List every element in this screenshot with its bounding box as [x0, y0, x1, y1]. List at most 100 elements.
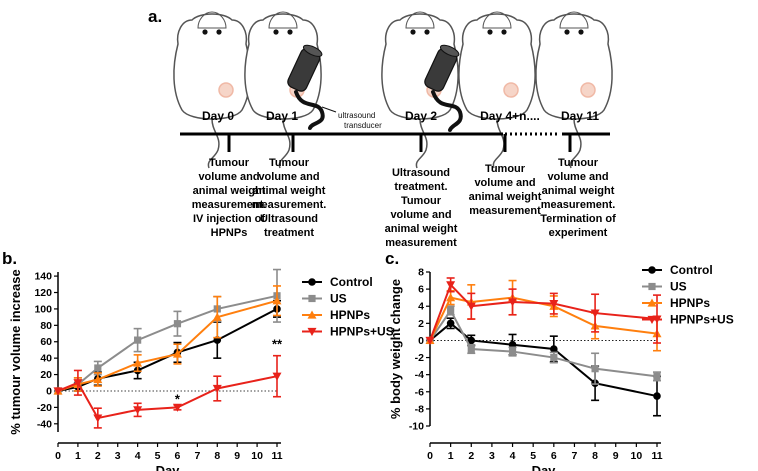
data-point [446, 319, 455, 328]
body-weight-chart: -10 -8 -6 -4 -2 0 2 4 6 8 0 1 2 3 4 5 6 7 8 9 10 11 Day % body … [388, 263, 734, 471]
x-tick-label: 2 [95, 450, 101, 462]
x-tick-label: 0 [55, 450, 61, 462]
series-hpnps-us [53, 354, 282, 429]
timeline-description-2-line-3: volume and [390, 209, 451, 221]
data-point [508, 298, 518, 307]
data-point [212, 312, 222, 321]
data-point [653, 372, 661, 380]
timeline-description-3-line-2: animal weight [469, 191, 542, 203]
data-point [653, 392, 661, 400]
panel-c-label: c. [385, 249, 399, 268]
legend-marker [647, 315, 657, 324]
timeline-description-0-line-0: Tumour [209, 157, 250, 169]
panel-b-label: b. [2, 249, 17, 268]
y-tick-label: -8 [415, 403, 424, 415]
legend-label: Control [330, 275, 373, 289]
x-tick-label: 11 [651, 450, 662, 462]
data-point [272, 372, 282, 381]
timeline-description-2-line-1: treatment. [394, 181, 447, 193]
timeline-description-4-line-3: measurement. [541, 199, 616, 211]
panel-a: a. ultrasound transducer Day 0 Day 1 Day… [148, 7, 616, 249]
data-point [550, 345, 558, 353]
x-tick-label: 6 [175, 450, 181, 462]
timeline-descriptions: Tumour volume and animal weight measurement… [192, 157, 616, 249]
data-point [425, 336, 435, 345]
day-label-4: Day 4+n.... [480, 109, 540, 123]
timeline-description-1-line-0: Tumour [269, 157, 310, 169]
x-tick-label: 11 [271, 450, 282, 462]
x-tick-label: 0 [427, 450, 433, 462]
x-tick-label: 9 [613, 450, 619, 462]
x-tick-label: 7 [194, 450, 200, 462]
y-axis-label: % body weight change [388, 279, 403, 419]
timeline-description-4-line-4: Termination of [540, 213, 616, 225]
timeline-description-3-line-0: Tumour [485, 163, 526, 175]
legend-label: HPNPs [670, 296, 710, 310]
y-tick-label: 60 [40, 336, 52, 348]
series-control [54, 299, 281, 395]
x-tick-label: 1 [75, 450, 81, 462]
data-point [173, 320, 182, 328]
data-point [447, 306, 455, 315]
y-tick-label: -6 [415, 386, 424, 398]
x-tick-label: 8 [592, 450, 598, 462]
legend-marker [647, 298, 657, 307]
day-label-1: Day 1 [266, 109, 298, 123]
transducer-cable-day-1 [294, 90, 325, 130]
y-tick-label: 100 [34, 303, 52, 315]
legend-label: US [670, 280, 687, 294]
legend-marker [308, 278, 316, 286]
data-point [93, 414, 103, 423]
y-tick-label: 6 [418, 284, 424, 296]
x-tick-label: 3 [115, 450, 121, 462]
data-point [73, 379, 83, 388]
timeline-description-1-line-4: Ultrasound [260, 213, 318, 225]
y-tick-label: 8 [418, 267, 424, 279]
x-axis-label: Day [156, 463, 181, 471]
y-tick-label: -20 [37, 402, 52, 414]
data-point [133, 358, 143, 367]
x-tick-label: 9 [234, 450, 240, 462]
data-point [446, 293, 456, 302]
y-tick-label: -4 [415, 369, 424, 381]
x-tick-label: 4 [510, 450, 516, 462]
series-line [57, 299, 278, 392]
day-label-0: Day 0 [202, 109, 234, 123]
timeline-description-0-line-1: volume and [198, 171, 259, 183]
x-tick-label: 10 [631, 450, 643, 462]
panel-b: b. -40 -20 0 20 40 60 80 100 120 140 0 1 2 3 4 5 6 7 8 9 10 1… [2, 249, 394, 471]
mouse-day-11 [535, 11, 613, 169]
timeline-description-2: Ultrasound treatment. Tumour volume and anim… [385, 167, 458, 249]
x-tick-label: 1 [448, 450, 454, 462]
data-point [591, 365, 599, 373]
data-point [467, 345, 475, 353]
data-point [466, 302, 476, 311]
series-us [54, 268, 281, 395]
y-tick-label: 20 [40, 369, 52, 381]
y-tick-label: -40 [37, 418, 52, 430]
y-tick-label: 4 [418, 301, 424, 313]
series-line [429, 308, 658, 378]
x-tick-label: 6 [551, 450, 557, 462]
transducer-label-line-2: transducer [344, 121, 382, 130]
data-point [93, 374, 103, 384]
legend-label: US [330, 292, 347, 306]
day-label-2: Day 2 [405, 109, 437, 123]
legend-marker [307, 327, 317, 336]
x-tick-label: 8 [214, 450, 220, 462]
data-point [172, 403, 182, 412]
data-point [272, 296, 282, 305]
timeline-description-0-line-3: measurement. [192, 199, 267, 211]
series-hpnps-us [425, 277, 662, 345]
y-tick-label: 140 [34, 271, 52, 283]
x-tick-label: 4 [135, 450, 141, 462]
y-tick-label: -10 [409, 421, 424, 433]
series-line [429, 282, 658, 341]
panel-c: c. -10 -8 -6 -4 -2 0 2 4 6 8 0 1 2 3 4 5 6 7 8 9 10 11 Day % bo… [385, 249, 734, 471]
timeline-description-3: Tumour volume and animal weight measurement [469, 163, 542, 217]
data-point [590, 309, 600, 318]
panel-a-label: a. [148, 7, 162, 26]
timeline-description-1-line-3: measurement. [252, 199, 327, 211]
timeline-description-0-line-4: IV injection of [193, 213, 265, 225]
